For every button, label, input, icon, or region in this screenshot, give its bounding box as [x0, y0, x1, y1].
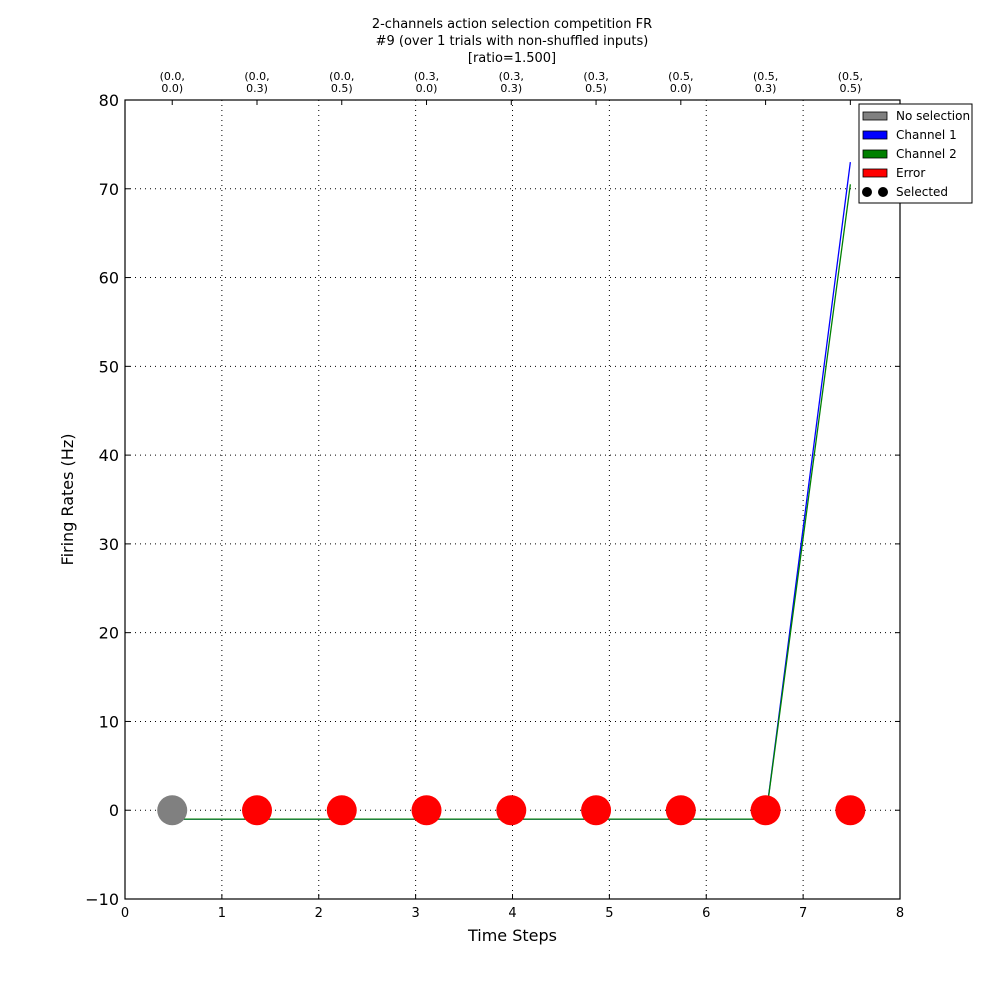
marker-error: [665, 795, 696, 826]
chart-title: 2-channels action selection competition …: [372, 17, 652, 66]
top-tick-label: (0.3, 0.0): [414, 70, 439, 95]
top-tick-label: (0.0, 0.0): [160, 70, 185, 95]
top-tick-label: (0.5, 0.3): [753, 70, 778, 95]
legend-swatch: [862, 111, 888, 121]
x-tick-label: 8: [896, 906, 904, 921]
legend-label: Error: [896, 166, 925, 180]
legend-label: Channel 2: [896, 147, 957, 161]
marker-error: [496, 795, 527, 826]
selection-markers: [157, 795, 866, 826]
y-tick-label: −10: [85, 890, 119, 909]
y-tick-label: 0: [109, 801, 119, 820]
marker-error: [241, 795, 272, 826]
legend-swatch: [862, 130, 888, 140]
x-tick-label: 5: [605, 906, 613, 921]
x-tick-label: 0: [121, 906, 129, 921]
legend-label: No selection: [896, 109, 970, 123]
y-tick-label: 10: [99, 712, 119, 731]
legend: No selection Channel 1 Channel 2 Error Selec…: [858, 103, 973, 204]
top-tick-label: (0.5, 0.5): [838, 70, 863, 95]
legend-label: Selected: [896, 185, 948, 199]
y-tick-label: 30: [99, 535, 119, 554]
y-tick-label: 50: [99, 357, 119, 376]
x-axis-label: Time Steps: [467, 926, 557, 945]
top-tick-label: (0.0, 0.3): [244, 70, 269, 95]
x-tick-label: 7: [799, 906, 807, 921]
legend-label: Channel 1: [896, 128, 957, 142]
marker-no-selection: [157, 795, 188, 826]
legend-swatch: [862, 149, 888, 159]
legend-dot: [878, 187, 888, 197]
marker-error: [835, 795, 866, 826]
title-line: #9 (over 1 trials with non-shuffled inpu…: [376, 34, 649, 49]
y-axis-label: Firing Rates (Hz): [58, 434, 77, 566]
marker-error: [581, 795, 612, 826]
marker-error: [411, 795, 442, 826]
marker-error: [326, 795, 357, 826]
y-tick-label: 70: [99, 180, 119, 199]
x-tick-label: 6: [702, 906, 710, 921]
y-tick-label: 20: [99, 624, 119, 643]
top-tick-label: (0.3, 0.3): [499, 70, 524, 95]
x-tick-label: 3: [411, 906, 419, 921]
y-tick-label: 40: [99, 446, 119, 465]
marker-error: [750, 795, 781, 826]
x-tick-label: 1: [218, 906, 226, 921]
title-line: 2-channels action selection competition …: [372, 17, 652, 32]
legend-dot: [862, 187, 872, 197]
title-line: [ratio=1.500]: [468, 51, 556, 66]
top-tick-label: (0.0, 0.5): [329, 70, 354, 95]
top-tick-label: (0.5, 0.0): [668, 70, 693, 95]
legend-swatch: [862, 168, 888, 178]
x-tick-label: 4: [508, 906, 516, 921]
y-tick-label: 60: [99, 269, 119, 288]
top-tick-label: (0.3, 0.5): [583, 70, 608, 95]
y-tick-label: 80: [99, 91, 119, 110]
x-tick-label: 2: [315, 906, 323, 921]
